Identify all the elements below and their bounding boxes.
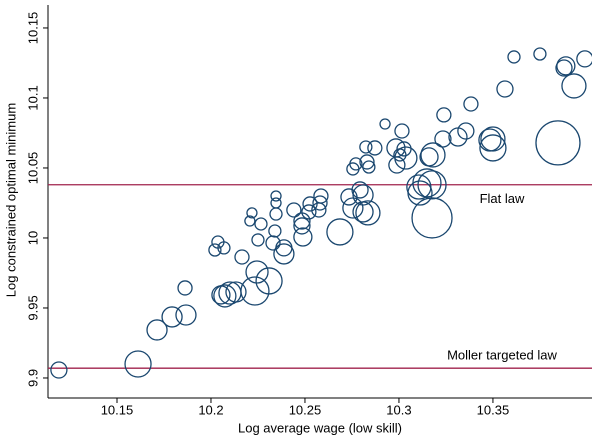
bubble — [480, 126, 506, 152]
bubble — [412, 168, 442, 198]
bubble — [301, 204, 317, 220]
bubble — [293, 227, 313, 247]
bubble — [420, 142, 446, 168]
x-tick-label: 10.2 — [198, 402, 223, 417]
bubble — [177, 280, 193, 296]
bubble — [535, 120, 581, 166]
bubble — [326, 218, 354, 246]
bubble — [270, 190, 282, 202]
bubble — [255, 267, 283, 295]
bubble — [213, 284, 237, 308]
bubble — [367, 140, 383, 156]
bubble — [302, 196, 318, 212]
y-tick-label: 10.05 — [25, 152, 40, 185]
bubble — [313, 188, 329, 204]
bubble — [463, 96, 479, 112]
y-tick-label: 10.1 — [25, 85, 40, 110]
y-tick-label: 10.15 — [25, 12, 40, 45]
bubble — [208, 243, 222, 257]
y-tick-label: 9.9 — [25, 369, 40, 387]
bubble — [246, 207, 258, 219]
bubble — [244, 215, 256, 227]
bubble — [161, 306, 183, 328]
reference-label: Flat law — [480, 191, 525, 206]
bubble — [245, 260, 269, 284]
x-tick-label: 10.3 — [386, 402, 411, 417]
bubble — [217, 241, 231, 255]
bubble — [394, 123, 410, 139]
bubble — [225, 281, 247, 303]
bubble — [457, 122, 475, 140]
bubble — [533, 47, 547, 61]
bubble — [479, 134, 507, 162]
bubble — [273, 243, 295, 265]
reference-label: Moller targeted law — [447, 348, 557, 363]
bubble — [362, 160, 376, 174]
bubble — [388, 156, 406, 174]
bubble — [359, 154, 375, 170]
bubble — [312, 195, 328, 211]
bubble — [351, 181, 369, 199]
bubble — [417, 170, 447, 200]
bubble — [411, 197, 453, 239]
bubble — [436, 107, 452, 123]
bubble — [234, 249, 250, 265]
bubble — [286, 202, 302, 218]
bubble — [146, 319, 168, 341]
bubble — [269, 207, 283, 221]
bubble — [419, 147, 439, 167]
bubble — [254, 217, 268, 231]
bubble — [251, 233, 265, 247]
bubble — [561, 73, 587, 99]
bubble — [496, 80, 514, 98]
bubble — [275, 239, 293, 257]
x-tick-label: 10.25 — [289, 402, 322, 417]
y-tick-label: 9.95 — [25, 295, 40, 320]
bubble — [355, 200, 381, 226]
x-tick-label: 10.35 — [477, 402, 510, 417]
bubble — [293, 217, 311, 235]
bubble — [507, 50, 521, 64]
bubble — [349, 157, 363, 171]
bubble — [379, 118, 391, 130]
bubble — [434, 130, 452, 148]
x-tick-label: 10.15 — [101, 402, 134, 417]
bubble — [268, 224, 282, 238]
bubble — [240, 276, 270, 306]
bubble — [555, 59, 573, 77]
bubble — [359, 140, 373, 154]
bubble — [576, 50, 592, 68]
bubble — [340, 188, 358, 206]
y-tick-label: 10 — [25, 231, 40, 245]
bubble — [407, 180, 433, 206]
x-axis-title: Log average wage (low skill) — [238, 420, 402, 435]
bubble — [394, 146, 418, 170]
bubble — [50, 361, 68, 379]
bubble — [270, 197, 282, 209]
bubble — [175, 304, 197, 326]
y-axis-title: Log constrained optimal minimum — [3, 103, 18, 297]
bubble — [124, 350, 152, 378]
